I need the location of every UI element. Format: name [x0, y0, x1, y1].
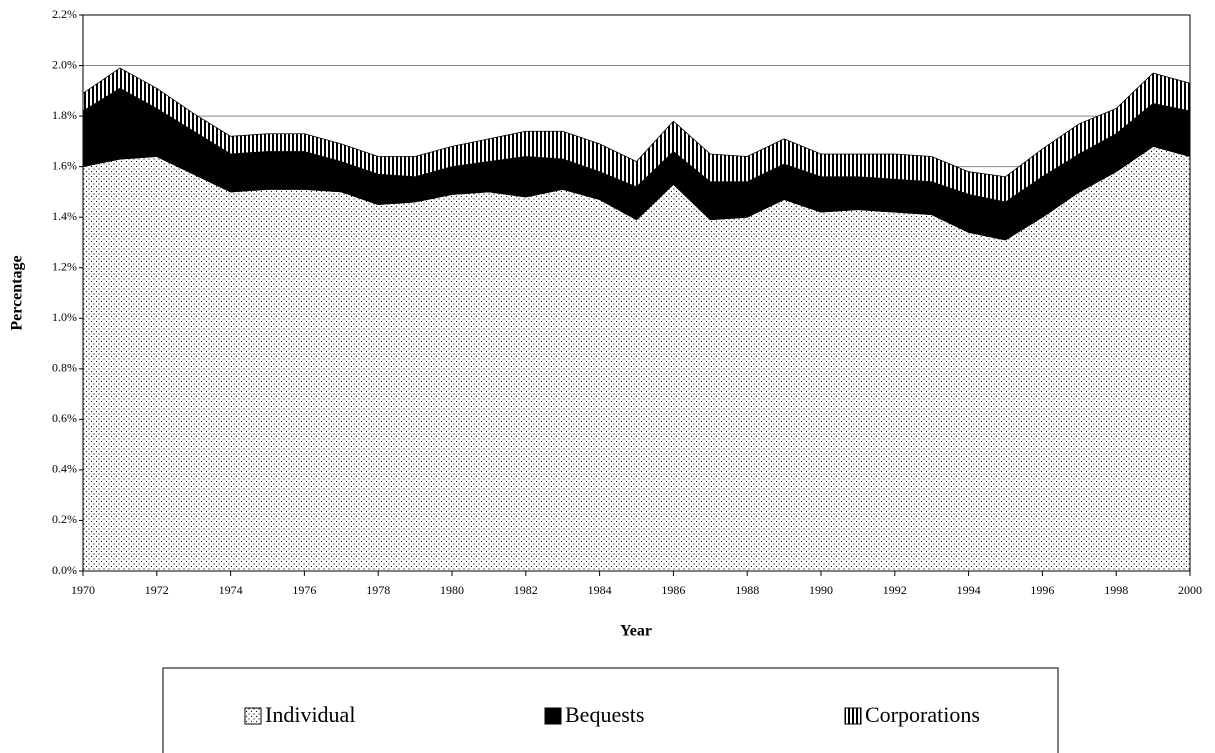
y-tick-label: 1.0%	[52, 310, 77, 324]
x-tick-label: 1992	[883, 583, 907, 597]
x-tick-label: 2000	[1178, 583, 1202, 597]
legend-label: Individual	[265, 702, 355, 727]
x-tick-label: 1982	[514, 583, 538, 597]
y-tick-label: 0.0%	[52, 563, 77, 577]
x-tick-label: 1974	[219, 583, 243, 597]
x-tick-label: 1976	[292, 583, 316, 597]
plot-border	[82, 14, 1191, 572]
x-tick-label: 1972	[145, 583, 169, 597]
y-tick-label: 1.8%	[52, 108, 77, 122]
y-tick-label: 0.4%	[52, 462, 77, 476]
y-tick-label: 1.4%	[52, 209, 77, 223]
x-tick-label: 1970	[71, 583, 95, 597]
x-tick-label: 1990	[809, 583, 833, 597]
x-tick-label: 1978	[366, 583, 390, 597]
y-tick-label: 2.2%	[52, 7, 77, 21]
legend-swatch	[244, 707, 262, 725]
y-tick-label: 1.6%	[52, 158, 77, 172]
legend-label: Bequests	[565, 702, 644, 727]
x-axis-title: Year	[620, 623, 652, 640]
x-tick-label: 1994	[957, 583, 981, 597]
legend-box	[162, 667, 1059, 753]
x-tick-label: 1996	[1030, 583, 1054, 597]
x-tick-label: 1998	[1104, 583, 1128, 597]
y-tick-label: 0.2%	[52, 512, 77, 526]
y-axis-title: Percentage	[9, 255, 26, 330]
legend-swatch	[844, 707, 862, 725]
x-tick-label: 1986	[661, 583, 685, 597]
legend-swatch	[544, 707, 562, 725]
x-tick-label: 1988	[735, 583, 759, 597]
y-tick-label: 2.0%	[52, 57, 77, 71]
x-tick-label: 1980	[440, 583, 464, 597]
x-tick-label: 1984	[588, 583, 612, 597]
y-tick-label: 0.6%	[52, 411, 77, 425]
y-tick-label: 0.8%	[52, 361, 77, 375]
legend-label: Corporations	[865, 702, 980, 727]
y-tick-label: 1.2%	[52, 259, 77, 273]
